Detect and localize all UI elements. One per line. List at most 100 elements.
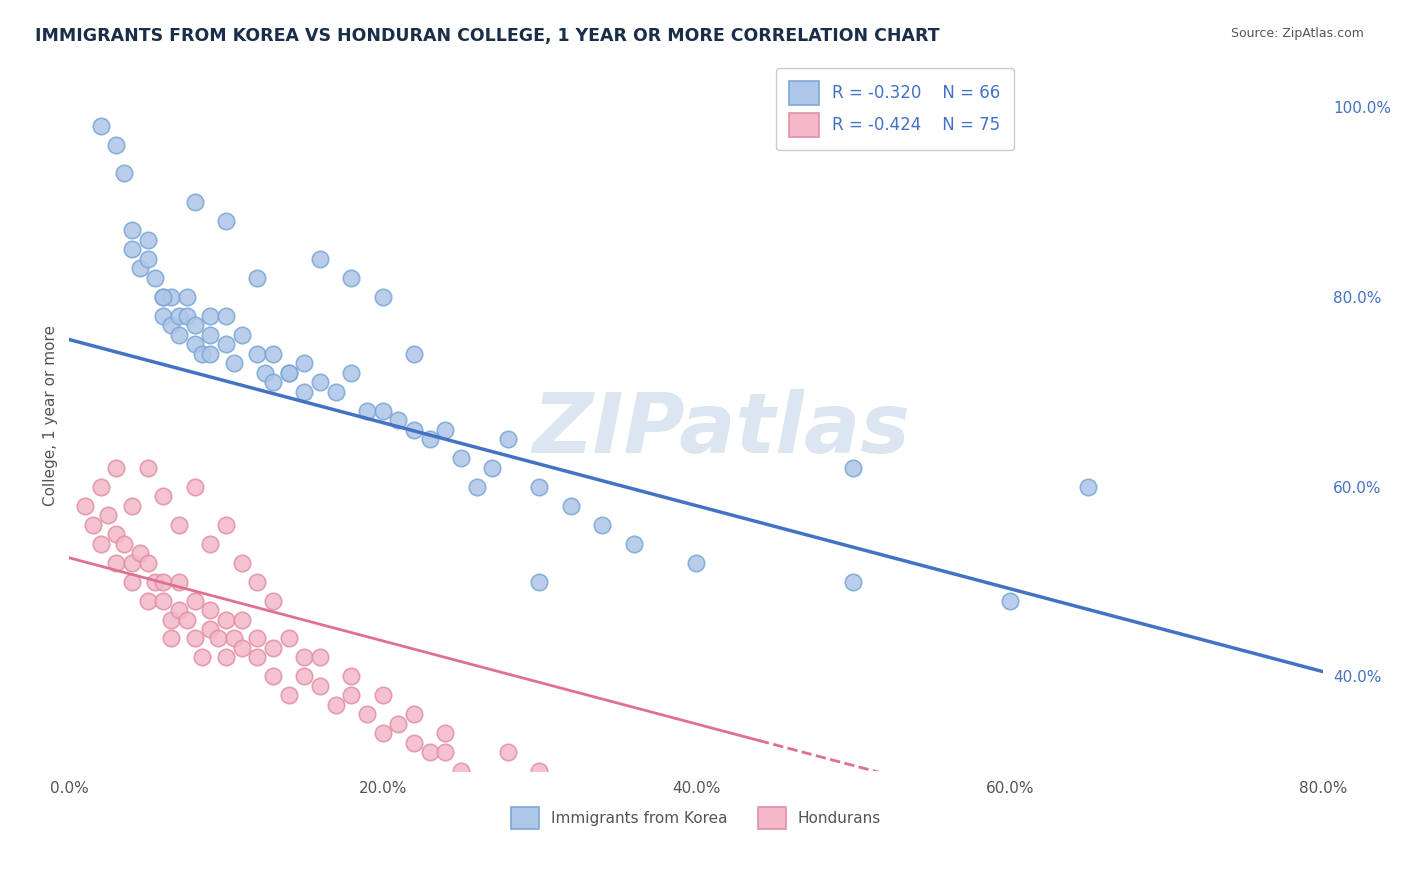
Point (231, 327, 253, 342)
Point (496, 432, 519, 446)
Point (222, 356, 245, 370)
Point (215, 309, 238, 323)
Point (340, 366, 363, 380)
Point (277, 366, 299, 380)
Point (262, 640, 284, 655)
Point (167, 309, 190, 323)
Point (112, 166, 135, 180)
Point (112, 536, 135, 550)
Point (167, 603, 190, 617)
Point (136, 252, 159, 266)
Point (152, 574, 174, 589)
Point (200, 309, 222, 323)
Point (277, 366, 299, 380)
Point (200, 622, 222, 636)
Point (152, 593, 174, 607)
Point (160, 613, 183, 627)
Point (73, 499, 96, 513)
Point (434, 745, 457, 759)
Text: Source: ZipAtlas.com: Source: ZipAtlas.com (1230, 27, 1364, 40)
Point (152, 290, 174, 304)
Point (215, 337, 238, 351)
Point (207, 632, 229, 646)
Point (465, 773, 488, 788)
Point (183, 194, 205, 209)
Point (136, 593, 159, 607)
Point (419, 432, 441, 446)
Point (167, 517, 190, 532)
Point (160, 632, 183, 646)
Point (167, 574, 190, 589)
Point (231, 640, 253, 655)
Point (277, 632, 299, 646)
Point (465, 480, 488, 494)
Point (90, 480, 112, 494)
Point (309, 252, 332, 266)
Point (246, 271, 269, 285)
Point (529, 764, 551, 779)
Point (623, 536, 645, 550)
Point (998, 593, 1021, 607)
Point (591, 793, 613, 807)
Point (183, 318, 205, 333)
Point (136, 460, 159, 475)
Point (842, 840, 865, 855)
Point (529, 480, 551, 494)
Point (82, 517, 104, 532)
Point (1077, 480, 1099, 494)
Text: ZIPatlas: ZIPatlas (533, 389, 910, 470)
Point (387, 717, 409, 731)
Point (145, 574, 167, 589)
Legend: Immigrants from Korea, Hondurans: Immigrants from Korea, Hondurans (505, 801, 887, 835)
Point (404, 707, 426, 722)
Point (246, 632, 269, 646)
Point (356, 707, 378, 722)
Point (685, 840, 707, 855)
Point (105, 527, 128, 541)
Point (371, 403, 394, 417)
Point (246, 574, 269, 589)
Point (371, 689, 394, 703)
Point (262, 376, 284, 390)
Point (246, 650, 269, 665)
Point (183, 593, 205, 607)
Point (136, 233, 159, 247)
Point (121, 243, 143, 257)
Point (167, 327, 190, 342)
Point (340, 271, 363, 285)
Point (246, 347, 269, 361)
Point (128, 261, 150, 276)
Point (176, 613, 198, 627)
Point (325, 384, 347, 399)
Point (183, 337, 205, 351)
Point (121, 499, 143, 513)
Point (450, 451, 472, 466)
Y-axis label: College, 1 year or more: College, 1 year or more (44, 325, 58, 506)
Point (97, 508, 120, 522)
Point (136, 556, 159, 570)
Point (160, 318, 183, 333)
Point (105, 556, 128, 570)
Point (404, 423, 426, 437)
Text: IMMIGRANTS FROM KOREA VS HONDURAN COLLEGE, 1 YEAR OR MORE CORRELATION CHART: IMMIGRANTS FROM KOREA VS HONDURAN COLLEG… (35, 27, 939, 45)
Point (591, 517, 613, 532)
Point (231, 556, 253, 570)
Point (176, 290, 198, 304)
Point (277, 689, 299, 703)
Point (152, 309, 174, 323)
Point (325, 698, 347, 712)
Point (152, 290, 174, 304)
Point (496, 745, 519, 759)
Point (419, 745, 441, 759)
Point (191, 650, 214, 665)
Point (560, 499, 582, 513)
Point (191, 347, 214, 361)
Point (842, 460, 865, 475)
Point (200, 327, 222, 342)
Point (292, 669, 315, 683)
Point (215, 214, 238, 228)
Point (623, 802, 645, 816)
Point (292, 356, 315, 370)
Point (215, 613, 238, 627)
Point (404, 347, 426, 361)
